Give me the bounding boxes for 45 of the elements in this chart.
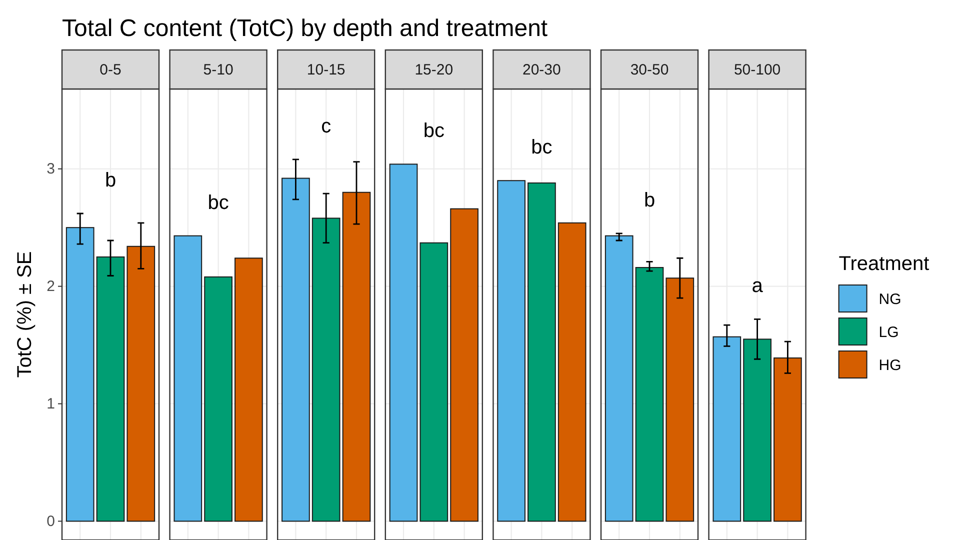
y-tick-label: 0: [46, 513, 55, 530]
legend-label: HG: [878, 356, 902, 374]
bar: [389, 164, 418, 522]
bar: [558, 222, 586, 522]
bar: [96, 256, 125, 522]
annotation: b: [104, 170, 116, 192]
bar: [666, 278, 694, 522]
bar: [528, 182, 556, 522]
y-axis-title: TotC (%) ± SE: [14, 251, 36, 378]
bar: [712, 336, 742, 522]
bar: [635, 267, 664, 522]
bar: [450, 208, 478, 522]
bar: [342, 192, 371, 522]
x-tick-label: 50-100: [734, 61, 781, 78]
bar: [497, 180, 526, 522]
x-tick-label: 15-20: [414, 61, 454, 78]
x-tick-label: 30-50: [630, 61, 669, 78]
y-tick-label: 1: [46, 396, 55, 413]
x-tick-label: 10-15: [306, 61, 346, 78]
legend-label: LG: [878, 324, 899, 340]
bar: [174, 235, 202, 522]
legend-title: Treatment: [838, 253, 930, 275]
annotation: b: [644, 190, 656, 212]
bar: [743, 338, 772, 522]
x-tick-label: 20-30: [522, 61, 561, 78]
chart-title: Total C content (TotC) by depth and treatment: [62, 15, 548, 42]
bar: [774, 357, 802, 522]
annotation: bc: [531, 136, 552, 159]
x-tick-label: 5-10: [203, 61, 234, 78]
bar: [420, 242, 448, 522]
annotation: a: [752, 275, 764, 298]
bar: [234, 258, 263, 522]
bar: [604, 235, 634, 522]
bar: [282, 178, 310, 522]
y-tick-label: 2: [46, 278, 55, 296]
annotation: c: [321, 116, 332, 138]
bar: [204, 276, 232, 522]
bar: [312, 218, 340, 522]
bar: [66, 227, 94, 522]
legend-label: NG: [878, 290, 902, 308]
x-tick-label: 0-5: [100, 61, 122, 78]
y-tick-label: 3: [46, 160, 55, 178]
annotation: bc: [208, 192, 229, 214]
bar: [126, 246, 156, 522]
annotation: bc: [423, 120, 444, 142]
